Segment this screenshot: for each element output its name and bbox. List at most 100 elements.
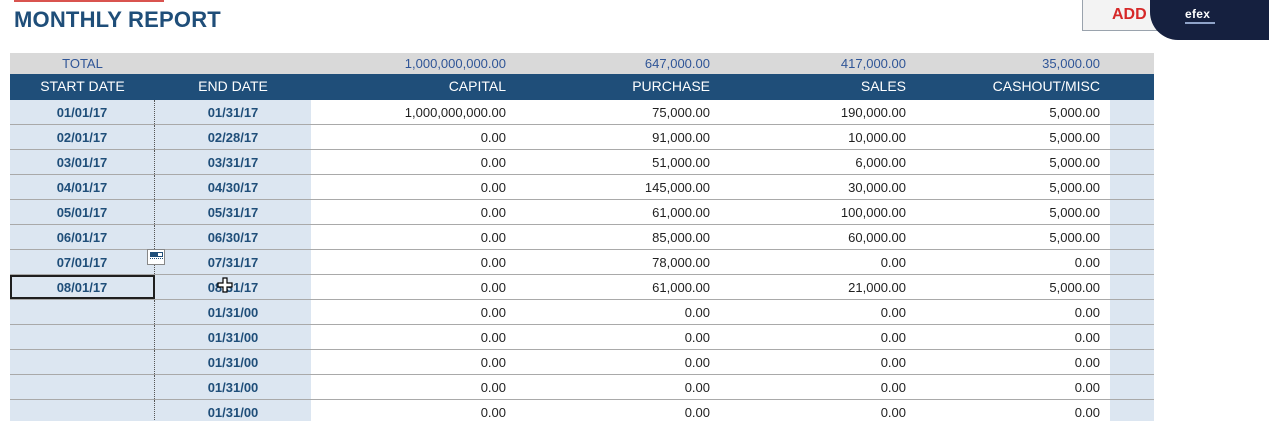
column-header-row: START DATE END DATE CAPITAL PURCHASE SAL…: [10, 74, 1154, 100]
cell-start-date[interactable]: 03/01/17: [10, 150, 155, 174]
cell-purchase[interactable]: 51,000.00: [652, 155, 710, 170]
cell-sales[interactable]: 0.00: [880, 380, 906, 395]
cell-sales[interactable]: 21,000.00: [848, 280, 906, 295]
cell-capital[interactable]: 0.00: [480, 380, 506, 395]
cell-purchase[interactable]: 75,000.00: [652, 105, 710, 120]
total-purchase[interactable]: 647,000.00: [644, 56, 710, 71]
cell-sales[interactable]: 190,000.00: [840, 105, 906, 120]
cell-start-date[interactable]: 04/01/17: [10, 175, 155, 199]
total-sales[interactable]: 417,000.00: [840, 56, 906, 71]
cell-start-date[interactable]: 06/01/17: [10, 225, 155, 249]
cell-cashout[interactable]: 5,000.00: [1049, 205, 1100, 220]
cell-purchase[interactable]: 0.00: [684, 380, 710, 395]
cell-start-date[interactable]: [10, 325, 155, 349]
cell-capital[interactable]: 0.00: [480, 255, 506, 270]
cell-cashout[interactable]: 0.00: [1074, 255, 1100, 270]
cell-sales[interactable]: 10,000.00: [848, 130, 906, 145]
cell-start-date[interactable]: 07/01/17: [10, 250, 155, 274]
table-row: 01/31/00 0.00 0.00 0.00 0.00: [10, 350, 1154, 375]
cell-start-date[interactable]: 05/01/17: [10, 200, 155, 224]
cell-cashout[interactable]: 0.00: [1074, 305, 1100, 320]
cell-end-date[interactable]: 04/30/17: [155, 175, 311, 199]
cell-cashout[interactable]: 5,000.00: [1049, 155, 1100, 170]
cell-purchase[interactable]: 145,000.00: [644, 180, 710, 195]
cell-end-date[interactable]: 03/31/17: [155, 150, 311, 174]
cell-capital[interactable]: 1,000,000,000.00: [404, 105, 506, 120]
column-header-capital[interactable]: CAPITAL: [448, 78, 506, 94]
cell-end-date[interactable]: 02/28/17: [155, 125, 311, 149]
cell-sales[interactable]: 0.00: [880, 305, 906, 320]
cell-end-date[interactable]: 06/30/17: [155, 225, 311, 249]
cell-purchase[interactable]: 85,000.00: [652, 230, 710, 245]
cell-sales[interactable]: 0.00: [880, 330, 906, 345]
cell-sales[interactable]: 6,000.00: [855, 155, 906, 170]
cell-purchase[interactable]: 78,000.00: [652, 255, 710, 270]
cell-end-date[interactable]: 05/31/17: [155, 200, 311, 224]
cell-sales[interactable]: 30,000.00: [848, 180, 906, 195]
column-header-cashout[interactable]: CASHOUT/MISC: [992, 78, 1100, 94]
cell-purchase[interactable]: 0.00: [684, 355, 710, 370]
cell-purchase[interactable]: 0.00: [684, 305, 710, 320]
total-cashout[interactable]: 35,000.00: [1042, 56, 1100, 71]
row-pad: [1110, 200, 1154, 224]
column-header-end-date[interactable]: END DATE: [198, 78, 268, 94]
cell-sales[interactable]: 0.00: [880, 355, 906, 370]
cell-capital[interactable]: 0.00: [480, 180, 506, 195]
cell-capital[interactable]: 0.00: [480, 305, 506, 320]
cell-start-date[interactable]: [10, 400, 155, 421]
column-header-start-date[interactable]: START DATE: [40, 78, 125, 94]
cell-capital[interactable]: 0.00: [480, 330, 506, 345]
totals-label[interactable]: TOTAL: [62, 56, 103, 71]
cell-start-date[interactable]: 08/01/17: [10, 275, 155, 299]
cell-purchase[interactable]: 0.00: [684, 405, 710, 420]
cell-sales[interactable]: 0.00: [880, 405, 906, 420]
cell-start-date[interactable]: 02/01/17: [10, 125, 155, 149]
cell-end-date[interactable]: 01/31/00: [155, 350, 311, 374]
cell-end-date[interactable]: 01/31/00: [155, 375, 311, 399]
autofill-options-icon[interactable]: [147, 249, 165, 265]
cell-sales[interactable]: 60,000.00: [848, 230, 906, 245]
cell-purchase[interactable]: 61,000.00: [652, 280, 710, 295]
cell-capital[interactable]: 0.00: [480, 355, 506, 370]
cell-capital[interactable]: 0.00: [480, 230, 506, 245]
cell-start-date[interactable]: [10, 350, 155, 374]
cell-capital[interactable]: 0.00: [480, 155, 506, 170]
cell-capital[interactable]: 0.00: [480, 405, 506, 420]
total-capital[interactable]: 1,000,000,000.00: [404, 56, 506, 71]
cell-sales[interactable]: 0.00: [880, 255, 906, 270]
cell-end-date[interactable]: 01/31/00: [155, 400, 311, 421]
cell-cashout[interactable]: 0.00: [1074, 355, 1100, 370]
cell-purchase[interactable]: 91,000.00: [652, 130, 710, 145]
cell-cashout[interactable]: 5,000.00: [1049, 280, 1100, 295]
cell-purchase[interactable]: 0.00: [684, 330, 710, 345]
add-button[interactable]: ADD: [1082, 0, 1160, 31]
cell-capital[interactable]: 0.00: [480, 130, 506, 145]
table-row: 02/01/17 02/28/17 0.00 91,000.00 10,000.00 5,…: [10, 125, 1154, 150]
cell-end-date[interactable]: 01/31/00: [155, 325, 311, 349]
cell-cashout[interactable]: 0.00: [1074, 405, 1100, 420]
cell-end-date[interactable]: 01/31/00: [155, 300, 311, 324]
cell-capital[interactable]: 0.00: [480, 280, 506, 295]
cell-purchase[interactable]: 61,000.00: [652, 205, 710, 220]
cell-end-date[interactable]: 07/31/17: [155, 250, 311, 274]
cell-capital[interactable]: 0.00: [480, 205, 506, 220]
cell-cashout[interactable]: 5,000.00: [1049, 180, 1100, 195]
table-row: 07/01/17 07/31/17 0.00 78,000.00 0.00 0.00: [10, 250, 1154, 275]
cell-cashout[interactable]: 0.00: [1074, 330, 1100, 345]
cell-cashout[interactable]: 5,000.00: [1049, 105, 1100, 120]
cell-cashout[interactable]: 5,000.00: [1049, 130, 1100, 145]
brand-underline: [1185, 22, 1215, 24]
column-header-purchase[interactable]: PURCHASE: [632, 78, 710, 94]
cell-start-date[interactable]: 01/01/17: [10, 100, 155, 124]
cell-cashout[interactable]: 0.00: [1074, 380, 1100, 395]
row-pad: [1110, 400, 1154, 421]
cell-start-date[interactable]: [10, 375, 155, 399]
cell-start-date[interactable]: [10, 300, 155, 324]
cell-cashout[interactable]: 5,000.00: [1049, 230, 1100, 245]
cell-end-date[interactable]: 08/31/17: [155, 275, 311, 299]
totals-row: TOTAL 1,000,000,000.00 647,000.00 417,00…: [10, 53, 1154, 74]
cell-sales[interactable]: 100,000.00: [840, 205, 906, 220]
column-header-sales[interactable]: SALES: [860, 78, 906, 94]
table-row: 01/31/00 0.00 0.00 0.00 0.00: [10, 325, 1154, 350]
cell-end-date[interactable]: 01/31/17: [155, 100, 311, 124]
